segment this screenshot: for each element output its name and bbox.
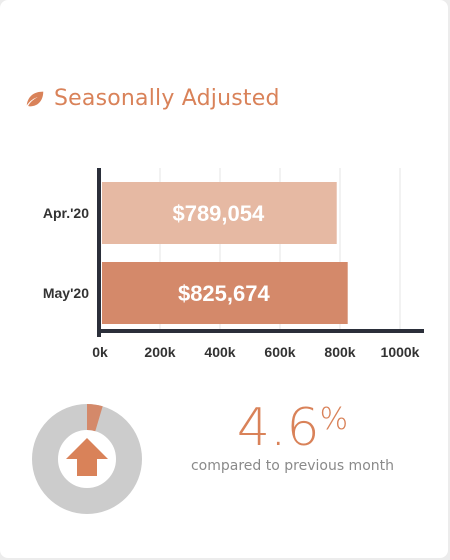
card-title: Seasonally Adjusted [54, 86, 280, 111]
bar-chart: $789,054 Apr.'20 $825,674 May'20 0k 200k 400k 6… [43, 168, 424, 360]
percent-symbol: % [319, 402, 349, 437]
bar [102, 182, 337, 244]
x-tick-label: 200k [144, 344, 175, 360]
change-percent: 4.6% [180, 396, 405, 460]
bar-value-label: $789,054 [172, 201, 265, 226]
change-percent-value: 4.6 [236, 398, 320, 458]
category-label: May'20 [43, 285, 89, 301]
category-label: Apr.'20 [43, 205, 89, 221]
x-tick-label: 400k [204, 344, 235, 360]
bar [102, 262, 348, 324]
arrow-up-icon [66, 438, 108, 476]
donut-progress [86, 404, 103, 432]
change-donut [32, 404, 142, 514]
change-stat: 4.6% compared to previous month [180, 396, 405, 474]
x-tick-label: 1000k [381, 344, 420, 360]
leaf-icon [26, 91, 44, 106]
x-tick-label: 800k [324, 344, 355, 360]
x-tick-label: 0k [92, 344, 108, 360]
compare-caption: compared to previous month [190, 458, 394, 474]
bar-value-label: $825,674 [178, 281, 271, 306]
x-tick-label: 600k [264, 344, 295, 360]
card-header: Seasonally Adjusted [24, 86, 280, 111]
